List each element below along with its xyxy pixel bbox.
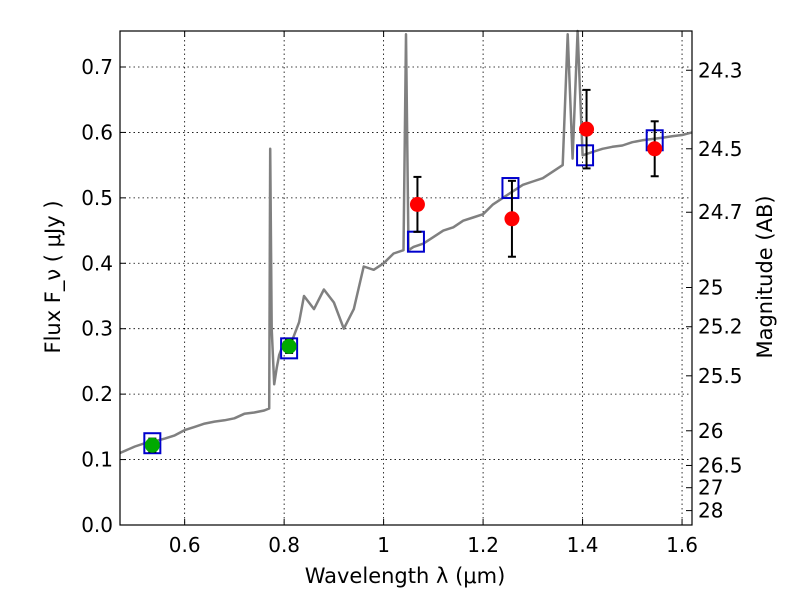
observed-flux-point (281, 338, 297, 354)
observed-flux-point (504, 211, 520, 227)
model-photometry-square (501, 177, 520, 200)
y-tick-label-left: 0.5 (81, 186, 113, 210)
magnitude-tick-label: 24.5 (698, 137, 743, 161)
observed-flux-point (647, 141, 663, 157)
y-tick-label-left: 0.2 (81, 382, 113, 406)
x-tick-label: 0.8 (268, 533, 300, 557)
x-tick-label: 1.4 (567, 533, 599, 557)
magnitude-tick-label: 26.5 (698, 453, 743, 477)
y-tick-label-left: 0.4 (81, 251, 113, 275)
magnitude-tick-label: 28 (698, 499, 723, 523)
model-photometry-square (576, 144, 595, 167)
x-tick-label: 0.6 (169, 533, 201, 557)
x-tick-label: 1.2 (467, 533, 499, 557)
sed-model-line (119, 29, 693, 455)
y-axis-label-right: Magnitude (AB) (753, 195, 777, 358)
x-tick-label: 1.6 (666, 533, 698, 557)
plot-frame (119, 30, 693, 526)
y-tick-label-left: 0.3 (81, 317, 113, 341)
magnitude-tick-label: 25.2 (698, 315, 743, 339)
model-photometry-square (280, 337, 299, 360)
y-tick-label-left: 0.6 (81, 120, 113, 144)
y-axis-label-left: Flux F_ν ( μJy ) (41, 200, 66, 353)
y-tick-label-left: 0.1 (81, 448, 113, 472)
y-tick-label-left: 0.0 (81, 513, 113, 537)
magnitude-tick-label: 26 (698, 419, 723, 443)
magnitude-tick-label: 27 (698, 476, 723, 500)
sed-layer (119, 29, 693, 455)
marker-layer (143, 88, 664, 455)
observed-flux-point (144, 437, 160, 453)
x-axis-label: Wavelength λ (μm) (305, 564, 506, 588)
model-photometry-square (143, 432, 162, 455)
observed-flux-point (409, 196, 425, 212)
x-tick-label: 1 (377, 533, 390, 557)
y-tick-label-left: 0.7 (81, 55, 113, 79)
observed-flux-point (579, 121, 595, 137)
magnitude-tick-label: 24.7 (698, 200, 743, 224)
axes-layer: 0.6 0.8 1 1.2 1.4 1.6 0.0 0.1 0.2 0.3 0.4 0.5 0.6 0.7… (81, 30, 743, 557)
magnitude-tick-label: 24.3 (698, 58, 743, 82)
magnitude-tick-label: 25 (698, 275, 723, 299)
magnitude-tick-label: 25.5 (698, 364, 743, 388)
